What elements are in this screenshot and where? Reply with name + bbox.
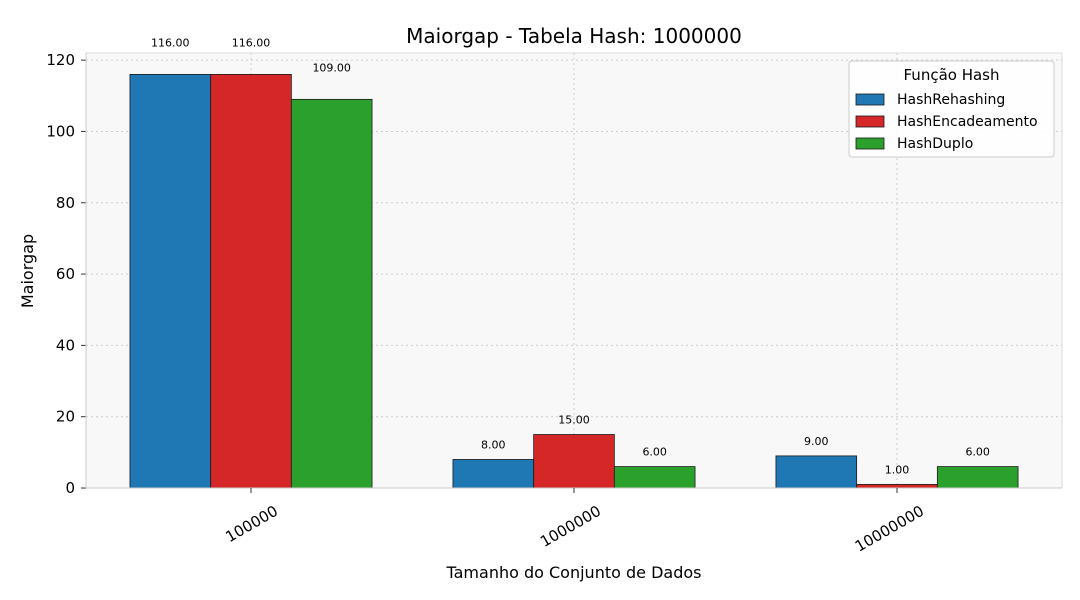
data-label: 8.00 [481,438,506,451]
legend-title: Função Hash [904,66,1000,84]
bar [775,455,858,489]
legend-box [848,60,1055,158]
y-tick-label: 40 [56,336,75,354]
data-label: 15.00 [558,414,590,427]
y-tick-label: 120 [46,51,75,69]
bar [452,459,535,489]
bar [290,98,373,489]
data-label: 116.00 [232,36,271,49]
bar [129,73,212,489]
data-label: 116.00 [151,36,190,49]
y-tick-label: 20 [56,408,75,426]
x-axis-label: Tamanho do Conjunto de Dados [446,563,702,582]
y-tick-label: 60 [56,265,75,283]
x-tick-label: 10000000 [852,502,927,556]
bar [936,466,1019,489]
data-label: 109.00 [312,61,351,74]
x-tick-label: 100000 [222,502,281,546]
legend-swatch [855,137,885,150]
x-tick-label: 1000000 [537,502,604,551]
bar [210,73,292,489]
data-label: 6.00 [642,446,667,459]
chart-title: Maiorgap - Tabela Hash: 1000000 [406,24,742,48]
y-axis-label: Maiorgap [18,234,37,308]
legend-label: HashRehashing [897,92,1005,108]
legend-label: HashEncadeamento [897,114,1038,130]
data-label: 6.00 [965,446,990,459]
y-tick-label: 100 [46,122,75,140]
bar [533,434,615,489]
y-tick-label: 0 [65,479,75,497]
data-label: 9.00 [804,435,829,448]
bar [856,484,938,489]
bar [613,466,696,489]
y-tick-label: 80 [56,194,75,212]
legend-label: HashDuplo [897,136,973,152]
legend: Função Hash HashRehashing HashEncadeamento… [848,60,1055,158]
legend-swatch [855,115,885,128]
data-label: 1.00 [885,463,910,476]
legend-swatch [855,93,885,106]
